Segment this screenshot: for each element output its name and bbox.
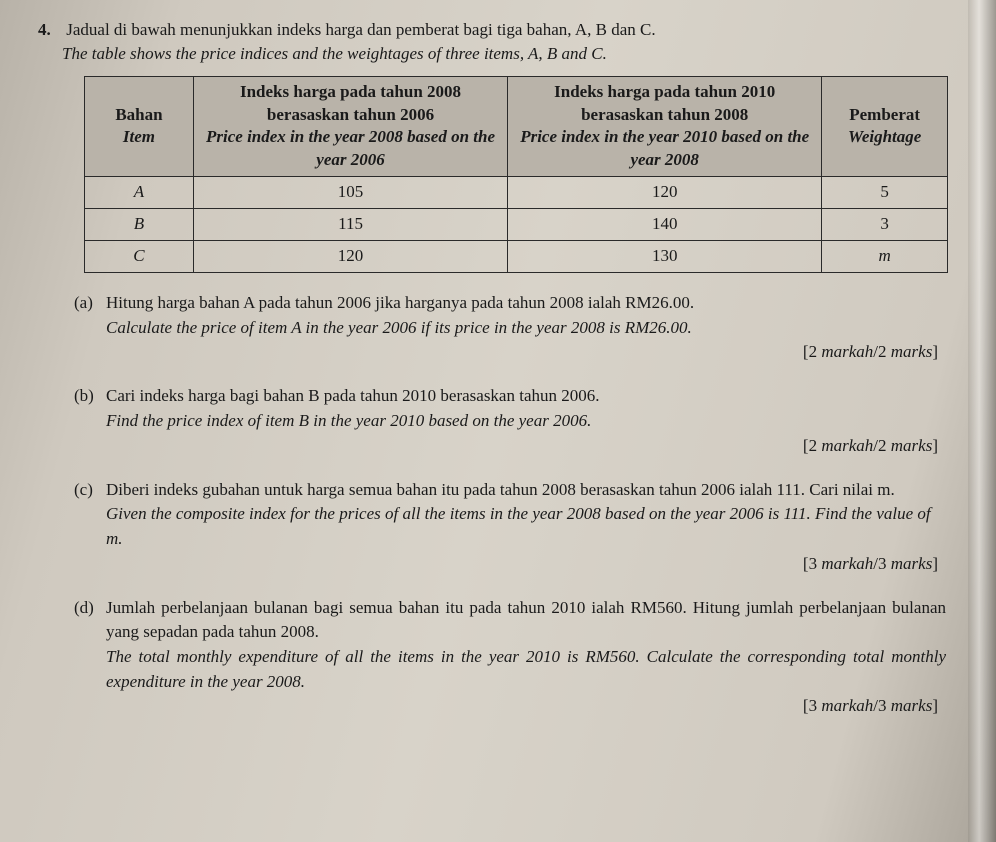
question-number: 4.	[38, 18, 62, 42]
part-b-ms: Cari indeks harga bagi bahan B pada tahu…	[106, 386, 600, 405]
cell-idx2010: 130	[508, 241, 822, 273]
part-a-marks: [2 markah/2 marks]	[74, 342, 946, 362]
part-d-en: The total monthly expenditure of all the…	[106, 647, 946, 691]
cell-item: B	[85, 209, 194, 241]
part-c: (c) Diberi indeks gubahan untuk harga se…	[74, 478, 946, 552]
part-d-ms: Jumlah perbelanjaan bulanan bagi semua b…	[106, 598, 946, 642]
page-edge-shadow	[968, 0, 996, 842]
part-a-ms: Hitung harga bahan A pada tahun 2006 jik…	[106, 293, 694, 312]
question-intro: 4. Jadual di bawah menunjukkan indeks ha…	[38, 18, 946, 66]
table-row: A 105 120 5	[85, 177, 948, 209]
header-idx2008: Indeks harga pada tahun 2008 berasaskan …	[193, 76, 507, 177]
cell-idx2008: 115	[193, 209, 507, 241]
cell-item: C	[85, 241, 194, 273]
table-row: C 120 130 m	[85, 241, 948, 273]
part-c-ms: Diberi indeks gubahan untuk harga semua …	[106, 480, 895, 499]
part-label: (b)	[74, 384, 94, 409]
part-a-en: Calculate the price of item A in the yea…	[106, 318, 692, 337]
cell-idx2010: 140	[508, 209, 822, 241]
part-d-marks: [3 markah/3 marks]	[74, 696, 946, 716]
cell-idx2010: 120	[508, 177, 822, 209]
part-a: (a) Hitung harga bahan A pada tahun 2006…	[74, 291, 946, 340]
part-label: (a)	[74, 291, 93, 316]
header-item: Bahan Item	[85, 76, 194, 177]
price-index-table: Bahan Item Indeks harga pada tahun 2008 …	[84, 76, 948, 274]
cell-weight: 5	[822, 177, 948, 209]
intro-en: The table shows the price indices and th…	[62, 44, 607, 63]
part-b-en: Find the price index of item B in the ye…	[106, 411, 591, 430]
header-idx2010: Indeks harga pada tahun 2010 berasaskan …	[508, 76, 822, 177]
part-b-marks: [2 markah/2 marks]	[74, 436, 946, 456]
part-label: (c)	[74, 478, 93, 503]
table-header-row: Bahan Item Indeks harga pada tahun 2008 …	[85, 76, 948, 177]
part-b: (b) Cari indeks harga bagi bahan B pada …	[74, 384, 946, 433]
table-row: B 115 140 3	[85, 209, 948, 241]
cell-idx2008: 120	[193, 241, 507, 273]
cell-item: A	[85, 177, 194, 209]
cell-weight: m	[822, 241, 948, 273]
part-c-marks: [3 markah/3 marks]	[74, 554, 946, 574]
part-d: (d) Jumlah perbelanjaan bulanan bagi sem…	[74, 596, 946, 695]
cell-idx2008: 105	[193, 177, 507, 209]
header-weight: Pemberat Weightage	[822, 76, 948, 177]
intro-ms: Jadual di bawah menunjukkan indeks harga…	[66, 20, 655, 39]
part-label: (d)	[74, 596, 94, 621]
part-c-en: Given the composite index for the prices…	[106, 504, 931, 548]
cell-weight: 3	[822, 209, 948, 241]
